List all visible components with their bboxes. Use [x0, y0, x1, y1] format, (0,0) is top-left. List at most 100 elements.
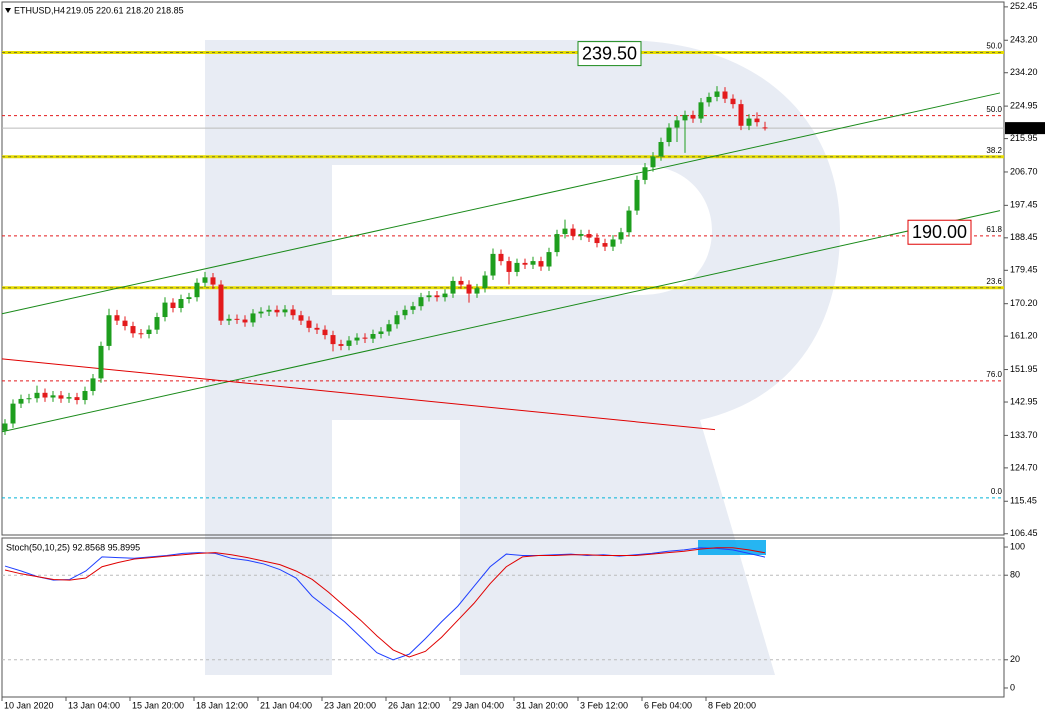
menu-arrow[interactable] [5, 8, 11, 13]
candle-body [330, 335, 336, 345]
x-tick-label: 21 Jan 04:00 [260, 700, 312, 710]
candle-body [538, 261, 544, 267]
stoch-line [4, 547, 766, 661]
candle-body [658, 142, 664, 157]
candle-body [754, 118, 760, 123]
candle-body [674, 120, 680, 128]
trendline [1, 210, 1001, 433]
current-price-label: 218.85 [1009, 122, 1037, 132]
candle-body [386, 324, 392, 332]
candle-body [266, 309, 272, 312]
candle-body [2, 423, 8, 431]
candle-body [474, 288, 480, 294]
candle-body [114, 315, 120, 321]
y-tick-label: 234.20 [1010, 67, 1038, 77]
candle-body [618, 232, 624, 240]
candle-body [722, 91, 728, 99]
candle-body [602, 243, 608, 247]
candle-body [42, 392, 48, 398]
x-tick-label: 18 Jan 12:00 [196, 700, 248, 710]
candle-body [90, 378, 96, 392]
candle-body [410, 306, 416, 310]
candle-body [74, 397, 80, 401]
annotation-text: 239.50 [582, 43, 637, 63]
fib-label: 50.0 [986, 105, 1002, 114]
candle-body [98, 345, 104, 379]
candle-body [642, 167, 648, 180]
candle-body [586, 234, 592, 238]
candle-body [490, 253, 496, 276]
candle-body [10, 403, 16, 424]
candle-body [394, 315, 400, 325]
candle-body [666, 127, 672, 143]
candle-body [338, 344, 344, 346]
fib-label: 23.6 [986, 277, 1002, 286]
candle-body [130, 326, 136, 334]
candle-body [458, 280, 464, 285]
fib-label: 76.0 [986, 370, 1002, 379]
stoch-panel [1, 537, 1005, 698]
candle-body [154, 317, 160, 330]
x-tick-label: 3 Feb 12:00 [580, 700, 628, 710]
candle-body [762, 127, 768, 129]
candle-body [570, 228, 576, 236]
x-tick-label: 29 Jan 04:00 [452, 700, 504, 710]
x-tick-label: 10 Jan 2020 [4, 700, 54, 710]
candle-body [506, 261, 512, 272]
y-tick-label: 170.20 [1010, 298, 1038, 308]
candle-body [650, 156, 656, 168]
annotation-box [907, 219, 972, 245]
candle-body [250, 313, 256, 323]
candle-body [698, 102, 704, 119]
x-tick-label: 26 Jan 12:00 [388, 700, 440, 710]
candle-body [298, 315, 304, 321]
candle-body [218, 284, 224, 321]
y-tick-label: 224.95 [1010, 100, 1038, 110]
trendline [1, 92, 1001, 315]
y-tick-label: 80 [1010, 570, 1020, 580]
candle-body [378, 331, 384, 334]
y-tick-label: 197.45 [1010, 200, 1038, 210]
stoch-title: Stoch(50,10,25) 92.8568 95.8995 [6, 542, 140, 552]
candle-body [18, 398, 24, 404]
candle-body [402, 309, 408, 316]
candle-body [530, 261, 536, 265]
candle-body [50, 395, 56, 398]
y-tick-label: 161.20 [1010, 331, 1038, 341]
x-tick-label: 6 Feb 04:00 [644, 700, 692, 710]
y-tick-label: 215.95 [1010, 133, 1038, 143]
candle-body [234, 318, 240, 320]
candle-body [58, 395, 64, 399]
x-tick-label: 31 Jan 20:00 [516, 700, 568, 710]
candle-body [34, 392, 40, 399]
current-price-box [1005, 122, 1045, 135]
candle-body [498, 253, 504, 262]
candle-body [282, 309, 288, 313]
candle-body [322, 329, 328, 336]
candle-body [194, 282, 200, 298]
x-tick-label: 23 Jan 20:00 [324, 700, 376, 710]
candle-body [626, 210, 632, 233]
stoch-line [4, 547, 766, 658]
candle-body [690, 114, 696, 119]
candle-body [554, 234, 560, 253]
candle-body [450, 280, 456, 294]
annotation-text: 190.00 [912, 222, 967, 242]
candle-body [26, 398, 32, 400]
candle-body [346, 340, 352, 346]
ohlc-text: 219.05 220.61 218.20 218.85 [66, 5, 184, 15]
candle-body [66, 397, 72, 399]
candle-body [314, 327, 320, 330]
candle-body [82, 391, 88, 401]
candle-body [522, 262, 528, 265]
annotation: 239.50 [577, 41, 642, 67]
candle-body [202, 277, 208, 283]
y-tick-label: 252.45 [1010, 1, 1038, 11]
candle-body [258, 311, 264, 314]
candle-body [226, 318, 232, 321]
candle-body [634, 179, 640, 211]
candle-body [426, 295, 432, 298]
fib-label: 38.2 [986, 146, 1002, 155]
candle-body [738, 104, 744, 126]
